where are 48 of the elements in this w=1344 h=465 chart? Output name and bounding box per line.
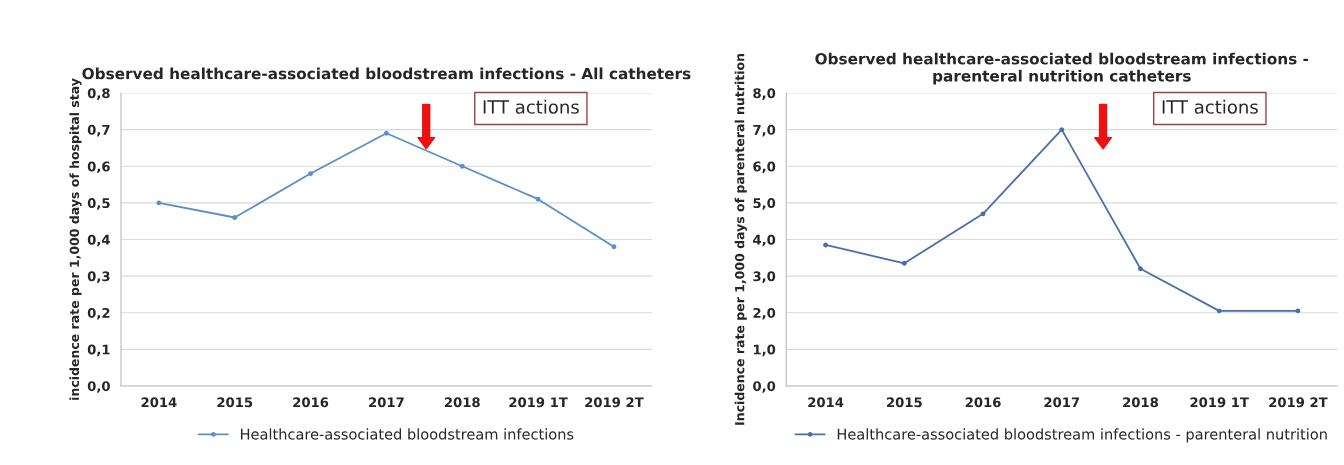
y-axis-title: incidence rate per 1,000 days of hospital stay	[69, 78, 82, 400]
x-tick-label: 2019 2T	[1269, 397, 1328, 408]
point	[901, 260, 907, 266]
y-tick-label: 0,1	[87, 344, 110, 357]
annotation: ITT actions	[483, 99, 579, 114]
legend-label: Healthcare-associated bloodstream infections	[241, 428, 574, 440]
y-tick-label: 0,5	[87, 198, 110, 210]
annotation: ITT actions	[1162, 99, 1258, 114]
x-tick-label: 2015	[217, 397, 253, 408]
chart-title: Observed healthcare-associated bloodstream infections - All catheters	[82, 67, 691, 80]
x-tick-label: 2016	[293, 397, 329, 408]
x-tick-label: 2018	[444, 397, 480, 408]
y-tick-label: 8,0	[753, 88, 776, 100]
y-tick-label: 0,2	[87, 307, 110, 320]
chart-title: Observed healthcare-associated bloodstream infections - parenteral nutrition catheters	[815, 52, 1309, 85]
point	[383, 130, 389, 136]
x-tick-label: 2017	[369, 397, 404, 408]
point	[1138, 266, 1143, 272]
y-tick-label: 7,0	[753, 124, 776, 137]
y-tick-label: 0,7	[87, 124, 110, 137]
y-axis-title: Incidence rate per 1,000 days of parenteral nutrition	[734, 53, 747, 425]
legend-label: Healthcare-associated bloodstream infections - parenteral nutrition	[837, 428, 1327, 443]
x-tick-label: 2014	[808, 397, 844, 408]
y-tick-label: 0,3	[87, 271, 110, 283]
y-tick-label: 0,8	[87, 88, 110, 100]
y-tick-label: 1,0	[753, 344, 776, 357]
point	[308, 171, 313, 176]
point	[232, 215, 238, 220]
y-tick-label: 0,4	[87, 234, 110, 247]
x-tick-label: 2017	[1044, 397, 1080, 408]
y-tick-label: 0,6	[87, 161, 110, 174]
x-tick-label: 2014	[141, 397, 177, 408]
x-tick-label: 2019 2T	[585, 397, 644, 408]
y-tick-label: 0,0	[753, 381, 776, 393]
y-tick-label: 0,0	[87, 381, 110, 393]
y-tick-label: 3,0	[753, 271, 776, 283]
y-tick-label: 4,0	[753, 234, 776, 247]
point	[459, 163, 465, 169]
y-tick-label: 6,0	[753, 161, 776, 174]
x-tick-label: 2018	[1123, 397, 1159, 408]
y-tick-label: 2,0	[753, 307, 776, 320]
point	[611, 244, 617, 250]
x-tick-label: 2019 1T	[1190, 397, 1249, 408]
x-tick-label: 2016	[965, 397, 1001, 408]
x-tick-label: 2015	[887, 397, 922, 408]
point	[1059, 127, 1065, 133]
x-tick-label: 2019 1T	[509, 397, 568, 408]
y-tick-label: 5,0	[753, 198, 776, 210]
